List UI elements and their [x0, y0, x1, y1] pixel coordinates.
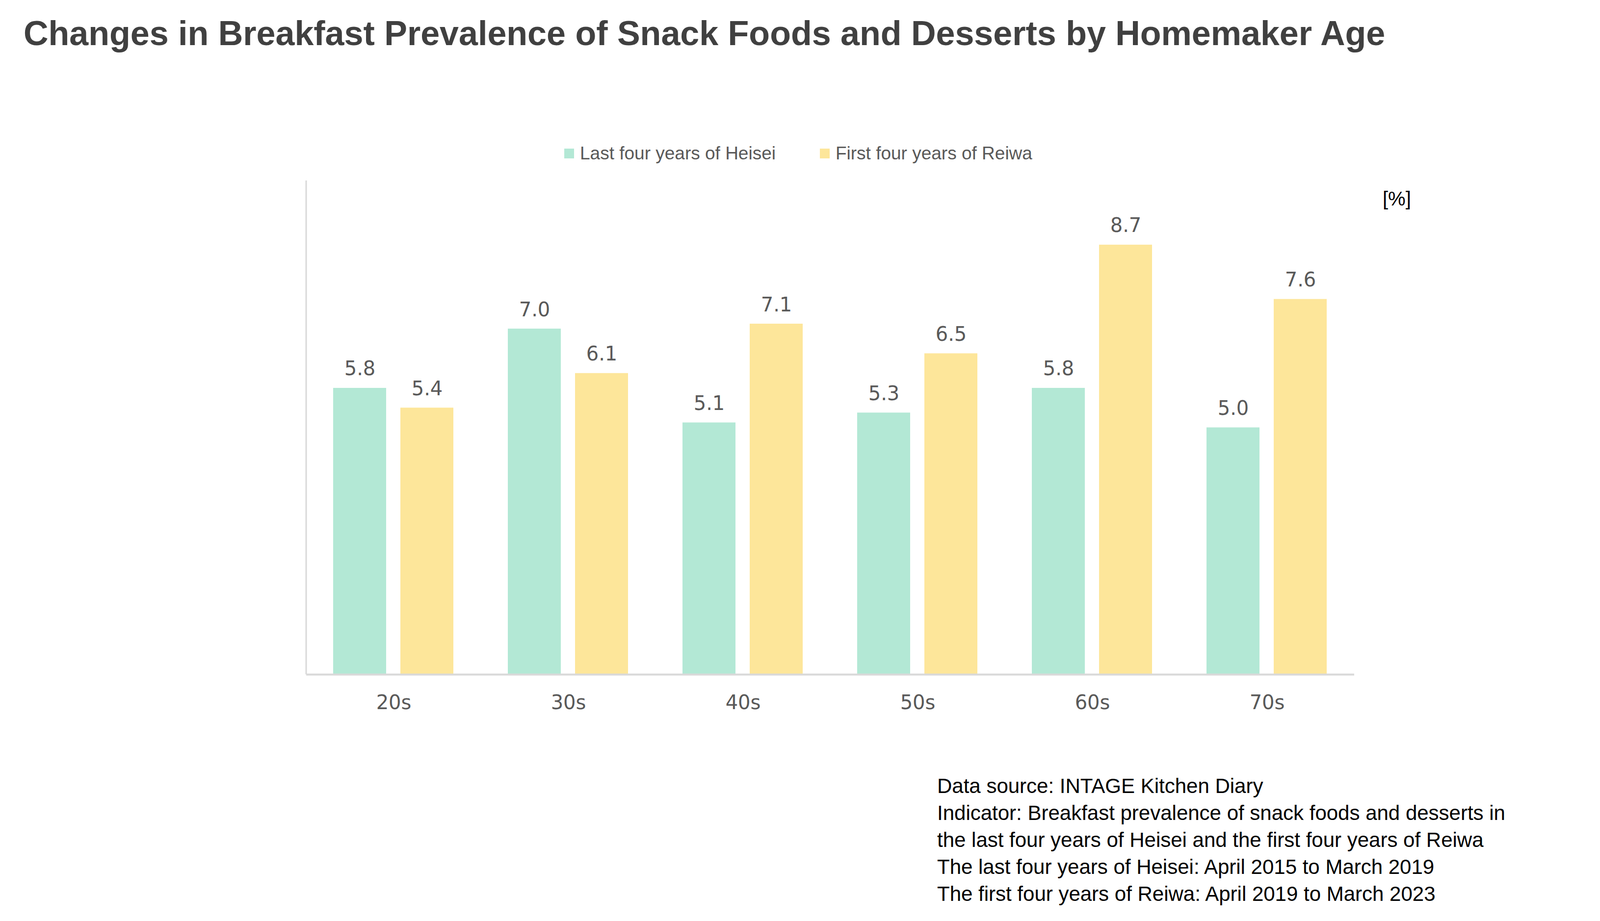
- svg-text:8.7: 8.7: [1110, 213, 1142, 237]
- html-text:Data source: INTAGE Kitchen Di: Data source: INTAGE Kitchen Diary: [937, 774, 1264, 798]
- svg-text:5.3: 5.3: [868, 382, 900, 405]
- svg-text:7.1: 7.1: [760, 293, 793, 316]
- svg-text:60s: 60s: [1075, 691, 1111, 714]
- svg-text:20s: 20s: [376, 691, 412, 714]
- html-text:Changes in Breakfast Prevalenc: Changes in Breakfast Prevalence of Snack…: [23, 14, 1386, 53]
- svg-text:70s: 70s: [1249, 691, 1286, 714]
- html-text:The first four years of Reiwa:: The first four years of Reiwa: April 201…: [937, 882, 1436, 906]
- html-text:First four years of Reiwa: First four years of Reiwa: [835, 143, 1033, 164]
- svg-text:6.1: 6.1: [586, 342, 618, 366]
- svg-text:5.8: 5.8: [344, 357, 376, 380]
- svg-text:5.8: 5.8: [1043, 357, 1075, 380]
- html-text:the last four years of Heisei: the last four years of Heisei and the fi…: [937, 828, 1484, 852]
- html-text:The last four years of Heisei:: The last four years of Heisei: April 201…: [937, 855, 1435, 879]
- svg-text:5.4: 5.4: [411, 377, 444, 400]
- svg-text:7.6: 7.6: [1285, 268, 1317, 291]
- html-text:Indicator: Breakfast prevalenc: Indicator: Breakfast prevalence of snack…: [937, 801, 1506, 825]
- svg-text:5.0: 5.0: [1217, 396, 1250, 420]
- html-text:Last four years of Heisei: Last four years of Heisei: [579, 143, 776, 164]
- svg-text:40s: 40s: [725, 691, 761, 714]
- svg-text:6.5: 6.5: [935, 322, 968, 346]
- svg-text:30s: 30s: [550, 691, 587, 714]
- svg-text:5.1: 5.1: [693, 392, 726, 415]
- svg-text:7.0: 7.0: [519, 298, 551, 321]
- svg-text:50s: 50s: [900, 691, 936, 714]
